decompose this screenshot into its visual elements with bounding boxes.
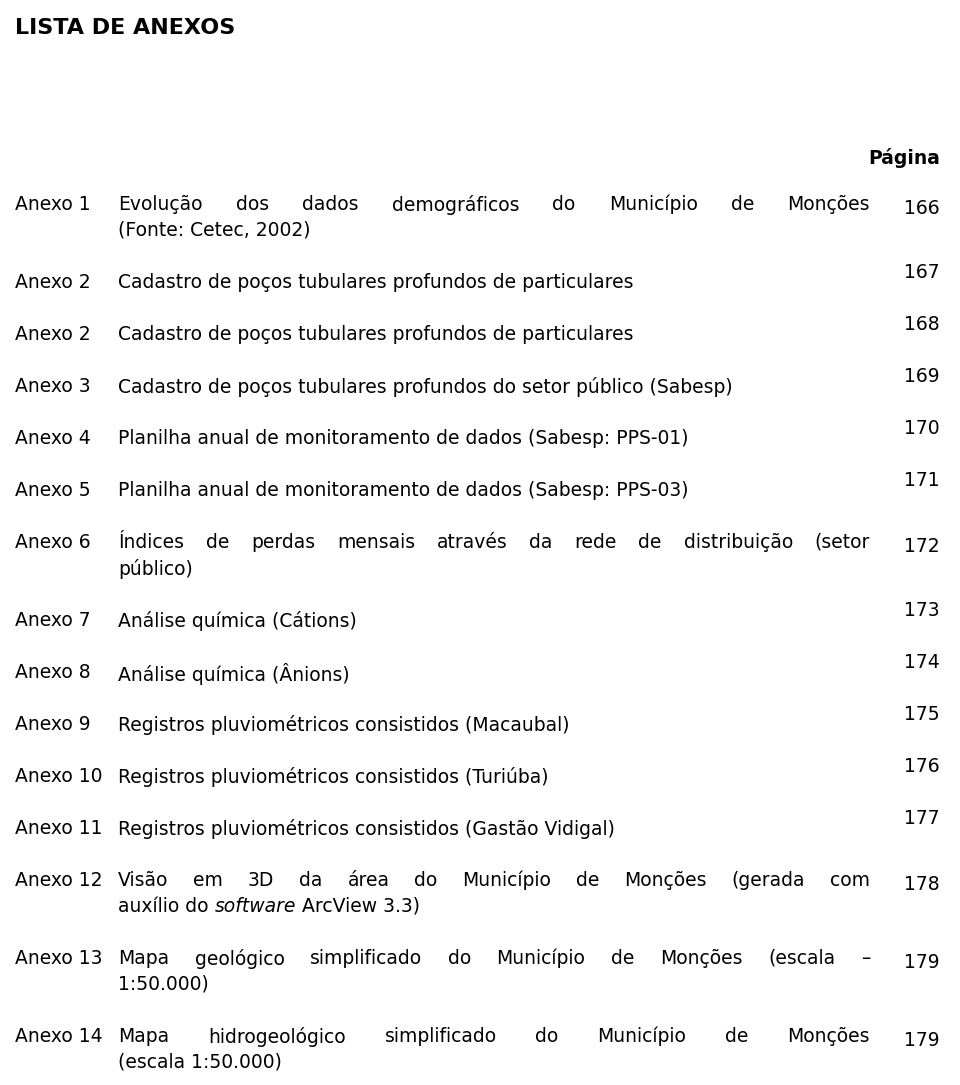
- Text: Planilha anual de monitoramento de dados (Sabesp: PPS-03): Planilha anual de monitoramento de dados…: [118, 481, 688, 500]
- Text: perdas: perdas: [251, 533, 315, 552]
- Text: Página: Página: [868, 148, 940, 168]
- Text: Anexo 13: Anexo 13: [15, 949, 103, 968]
- Text: (setor: (setor: [815, 533, 870, 552]
- Text: Planilha anual de monitoramento de dados (Sabesp: PPS-01): Planilha anual de monitoramento de dados…: [118, 429, 688, 448]
- Text: LISTA DE ANEXOS: LISTA DE ANEXOS: [15, 18, 235, 38]
- Text: Anexo 11: Anexo 11: [15, 819, 103, 838]
- Text: Mapa: Mapa: [118, 1027, 169, 1046]
- Text: Anexo 3: Anexo 3: [15, 376, 90, 396]
- Text: Cadastro de poços tubulares profundos de particulares: Cadastro de poços tubulares profundos de…: [118, 273, 634, 292]
- Text: rede: rede: [574, 533, 616, 552]
- Text: Monções: Monções: [624, 871, 707, 890]
- Text: demográficos: demográficos: [392, 195, 519, 215]
- Text: Anexo 1: Anexo 1: [15, 195, 90, 214]
- Text: Anexo 7: Anexo 7: [15, 611, 90, 630]
- Text: Anexo 2: Anexo 2: [15, 273, 90, 292]
- Text: 172: 172: [904, 536, 940, 556]
- Text: 176: 176: [904, 757, 940, 777]
- Text: auxílio do: auxílio do: [118, 897, 214, 916]
- Text: público): público): [118, 559, 193, 579]
- Text: 169: 169: [904, 368, 940, 386]
- Text: da: da: [529, 533, 553, 552]
- Text: de: de: [638, 533, 661, 552]
- Text: 173: 173: [904, 601, 940, 621]
- Text: Visão: Visão: [118, 871, 168, 890]
- Text: 179: 179: [904, 953, 940, 971]
- Text: 167: 167: [904, 264, 940, 282]
- Text: Município: Município: [609, 195, 698, 215]
- Text: Análise química (Cátions): Análise química (Cátions): [118, 611, 357, 631]
- Text: –: –: [861, 949, 870, 968]
- Text: do: do: [552, 195, 576, 214]
- Text: Monções: Monções: [787, 195, 870, 214]
- Text: mensais: mensais: [337, 533, 415, 552]
- Text: do: do: [415, 871, 438, 890]
- Text: do: do: [536, 1027, 559, 1046]
- Text: Mapa: Mapa: [118, 949, 169, 968]
- Text: Anexo 4: Anexo 4: [15, 429, 91, 448]
- Text: 177: 177: [904, 809, 940, 829]
- Text: (escala: (escala: [768, 949, 835, 968]
- Text: 3D: 3D: [248, 871, 275, 890]
- Text: Análise química (Ânions): Análise química (Ânions): [118, 663, 349, 685]
- Text: Anexo 5: Anexo 5: [15, 481, 90, 500]
- Text: (Fonte: Cetec, 2002): (Fonte: Cetec, 2002): [118, 221, 310, 240]
- Text: (gerada: (gerada: [732, 871, 805, 890]
- Text: Anexo 8: Anexo 8: [15, 663, 90, 682]
- Text: Monções: Monções: [660, 949, 742, 968]
- Text: hidrogeológico: hidrogeológico: [208, 1027, 346, 1047]
- Text: (escala 1:50.000): (escala 1:50.000): [118, 1054, 282, 1072]
- Text: software: software: [214, 897, 296, 916]
- Text: Registros pluviométricos consistidos (Macaubal): Registros pluviométricos consistidos (Ma…: [118, 715, 569, 735]
- Text: 179: 179: [904, 1031, 940, 1049]
- Text: 174: 174: [904, 653, 940, 673]
- Text: 178: 178: [904, 875, 940, 894]
- Text: geológico: geológico: [195, 949, 284, 969]
- Text: 175: 175: [904, 705, 940, 725]
- Text: 166: 166: [904, 199, 940, 217]
- Text: Registros pluviométricos consistidos (Gastão Vidigal): Registros pluviométricos consistidos (Ga…: [118, 819, 614, 839]
- Text: dados: dados: [302, 195, 358, 214]
- Text: ArcView 3.3): ArcView 3.3): [296, 897, 420, 916]
- Text: Anexo 6: Anexo 6: [15, 533, 90, 552]
- Text: Cadastro de poços tubulares profundos de particulares: Cadastro de poços tubulares profundos de…: [118, 326, 634, 344]
- Text: em: em: [193, 871, 223, 890]
- Text: Monções: Monções: [787, 1027, 870, 1046]
- Text: de: de: [725, 1027, 749, 1046]
- Text: 1:50.000): 1:50.000): [118, 975, 208, 994]
- Text: 170: 170: [904, 420, 940, 438]
- Text: da: da: [300, 871, 323, 890]
- Text: área: área: [348, 871, 390, 890]
- Text: Município: Município: [463, 871, 551, 891]
- Text: de: de: [576, 871, 599, 890]
- Text: Anexo 9: Anexo 9: [15, 715, 90, 733]
- Text: Registros pluviométricos consistidos (Turiúba): Registros pluviométricos consistidos (Tu…: [118, 767, 548, 787]
- Text: através: através: [437, 533, 508, 552]
- Text: 168: 168: [904, 316, 940, 334]
- Text: Anexo 12: Anexo 12: [15, 871, 103, 890]
- Text: de: de: [731, 195, 755, 214]
- Text: Índices: Índices: [118, 533, 184, 552]
- Text: de: de: [205, 533, 229, 552]
- Text: Anexo 10: Anexo 10: [15, 767, 103, 786]
- Text: Município: Município: [496, 949, 586, 969]
- Text: do: do: [447, 949, 471, 968]
- Text: simplificado: simplificado: [384, 1027, 496, 1046]
- Text: Cadastro de poços tubulares profundos do setor público (Sabesp): Cadastro de poços tubulares profundos do…: [118, 376, 732, 397]
- Text: distribuição: distribuição: [684, 533, 793, 552]
- Text: Anexo 14: Anexo 14: [15, 1027, 103, 1046]
- Text: de: de: [612, 949, 635, 968]
- Text: com: com: [830, 871, 870, 890]
- Text: simplificado: simplificado: [310, 949, 422, 968]
- Text: Anexo 2: Anexo 2: [15, 326, 90, 344]
- Text: 171: 171: [904, 472, 940, 490]
- Text: dos: dos: [236, 195, 269, 214]
- Text: Evolução: Evolução: [118, 195, 203, 214]
- Text: Município: Município: [597, 1027, 686, 1047]
